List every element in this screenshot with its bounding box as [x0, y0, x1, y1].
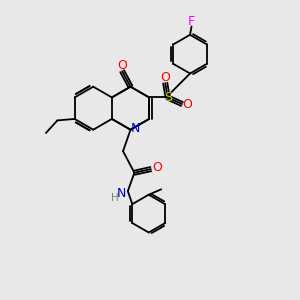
Text: O: O [152, 161, 162, 174]
Text: N: N [117, 187, 126, 200]
Text: F: F [188, 15, 195, 28]
Text: S: S [164, 91, 172, 104]
Text: O: O [160, 71, 170, 84]
Text: N: N [131, 122, 141, 135]
Text: O: O [183, 98, 193, 110]
Text: H: H [111, 193, 119, 203]
Text: O: O [117, 59, 127, 72]
